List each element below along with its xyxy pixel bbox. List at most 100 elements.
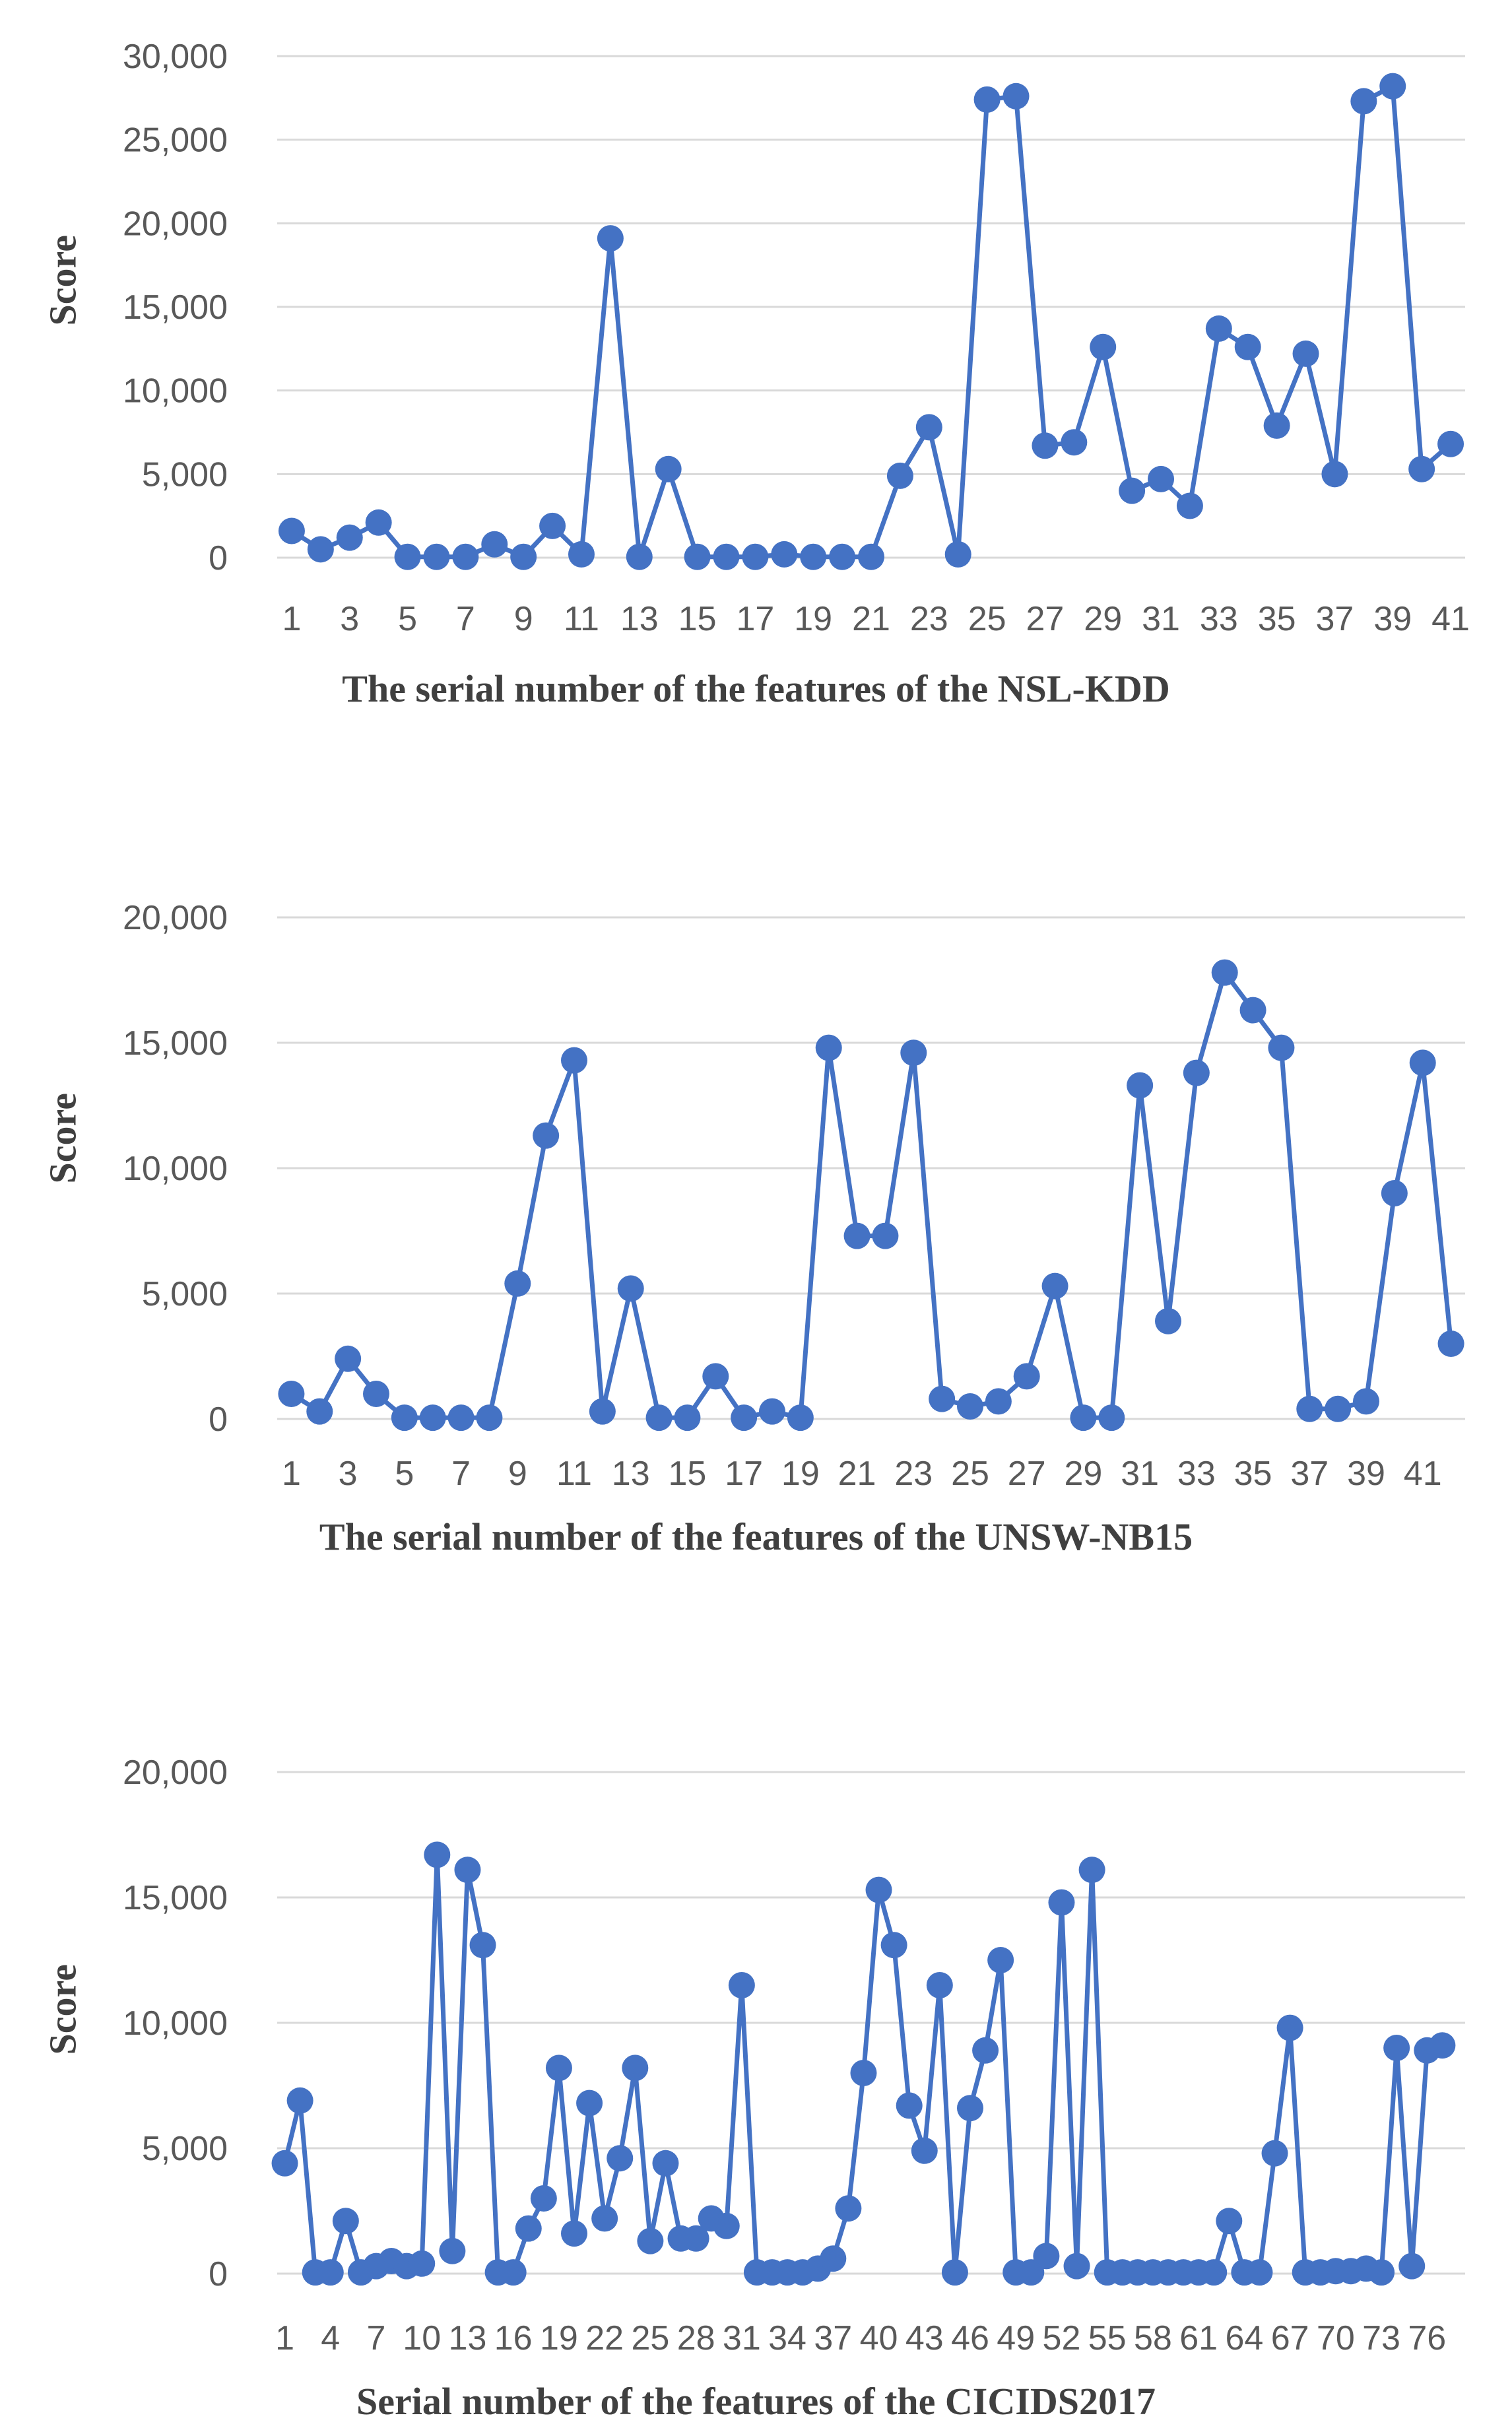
data-point bbox=[1003, 82, 1030, 110]
x-tick-label: 9 bbox=[508, 1455, 527, 1493]
data-point bbox=[533, 1122, 560, 1149]
x-tick-label: 19 bbox=[540, 2319, 578, 2357]
x-tick-label: 22 bbox=[585, 2319, 624, 2357]
data-point bbox=[1119, 477, 1146, 504]
data-point bbox=[617, 1275, 644, 1302]
y-tick-label: 15,000 bbox=[123, 1879, 228, 1917]
data-point bbox=[929, 1385, 956, 1412]
x-tick-label: 9 bbox=[514, 600, 533, 638]
data-point bbox=[1216, 2208, 1243, 2235]
data-point bbox=[476, 1404, 503, 1431]
data-point bbox=[1353, 1388, 1379, 1415]
data-point bbox=[731, 1404, 758, 1431]
data-point bbox=[972, 2037, 999, 2064]
data-point bbox=[454, 1857, 481, 1884]
data-point bbox=[597, 225, 624, 252]
data-point bbox=[307, 536, 334, 563]
data-point bbox=[1155, 1307, 1181, 1334]
data-point bbox=[815, 1034, 842, 1061]
data-point bbox=[1148, 465, 1175, 492]
y-tick-label: 0 bbox=[209, 1400, 228, 1439]
data-point bbox=[589, 1398, 616, 1425]
x-tick-label: 5 bbox=[398, 600, 417, 638]
data-point bbox=[713, 2212, 740, 2239]
y-axis-title: Score bbox=[41, 1964, 84, 2055]
data-point bbox=[915, 414, 942, 441]
x-tick-label: 13 bbox=[612, 1455, 650, 1493]
data-point bbox=[684, 543, 711, 570]
y-tick-label: 25,000 bbox=[123, 121, 228, 160]
data-point bbox=[652, 2150, 679, 2177]
data-point bbox=[626, 543, 653, 570]
data-point bbox=[278, 1381, 305, 1407]
data-point bbox=[1383, 2035, 1410, 2061]
data-point bbox=[568, 541, 595, 568]
data-point bbox=[419, 1404, 446, 1431]
data-point bbox=[759, 1398, 785, 1425]
x-tick-label: 49 bbox=[997, 2319, 1035, 2357]
data-point bbox=[1261, 2140, 1288, 2167]
data-point bbox=[645, 1404, 673, 1431]
x-tick-label: 16 bbox=[494, 2319, 533, 2357]
data-point bbox=[545, 2055, 572, 2082]
chart-panel-nsl-kdd: 0 5,000 10,000 15,000 20,000 25,000 30,000 1 3 5 7… bbox=[0, 0, 1512, 759]
y-tick-label: 20,000 bbox=[123, 899, 228, 937]
data-point bbox=[1183, 1059, 1210, 1086]
data-point bbox=[1408, 455, 1435, 482]
data-point bbox=[1437, 430, 1464, 457]
x-tick-label: 15 bbox=[678, 600, 717, 638]
data-point bbox=[829, 543, 856, 570]
x-tick-label: 37 bbox=[1316, 600, 1354, 638]
x-tick-label: 3 bbox=[339, 1455, 358, 1493]
data-point bbox=[1429, 2032, 1456, 2059]
data-point bbox=[1070, 1404, 1097, 1431]
data-point bbox=[1176, 492, 1203, 519]
y-tick-label: 0 bbox=[209, 539, 228, 577]
data-point bbox=[987, 1947, 1014, 1973]
data-point bbox=[439, 2237, 466, 2264]
x-tick-label: 35 bbox=[1258, 600, 1296, 638]
data-point bbox=[1211, 959, 1238, 986]
data-point bbox=[1127, 1072, 1154, 1099]
data-point bbox=[702, 1363, 729, 1390]
chart-panel-unsw-nb15: 0 5,000 10,000 15,000 20,000 1 3 5 7 9 11 13 15 17 19 2… bbox=[0, 825, 1512, 1584]
y-tick-label: 15,000 bbox=[123, 288, 228, 327]
data-point bbox=[1246, 2259, 1273, 2286]
data-point bbox=[317, 2259, 344, 2286]
data-point bbox=[941, 2259, 968, 2286]
data-point bbox=[872, 1222, 899, 1249]
x-tick-label: 41 bbox=[1404, 1455, 1442, 1493]
x-tick-label: 58 bbox=[1134, 2319, 1172, 2357]
x-tick-label: 15 bbox=[669, 1455, 707, 1493]
data-point bbox=[1078, 1857, 1105, 1884]
data-point bbox=[500, 2259, 527, 2286]
x-tick-label: 40 bbox=[860, 2319, 898, 2357]
data-point bbox=[336, 524, 363, 551]
data-point bbox=[1263, 412, 1290, 439]
y-tick-label: 0 bbox=[209, 2255, 228, 2293]
data-point bbox=[394, 543, 421, 570]
data-point bbox=[423, 543, 450, 570]
data-point bbox=[391, 1404, 418, 1431]
series-line bbox=[290, 84, 1453, 560]
data-point bbox=[576, 2089, 603, 2117]
x-tick-label: 52 bbox=[1043, 2319, 1081, 2357]
x-tick-label: 33 bbox=[1177, 1455, 1216, 1493]
data-point bbox=[1321, 461, 1348, 488]
x-tick-label: 43 bbox=[905, 2319, 944, 2357]
x-tick-label: 67 bbox=[1271, 2319, 1309, 2357]
x-tick-label: 3 bbox=[340, 600, 359, 638]
x-tick-label: 29 bbox=[1065, 1455, 1103, 1493]
x-tick-label: 33 bbox=[1200, 600, 1238, 638]
data-point bbox=[1409, 1049, 1436, 1076]
x-tick-label: 70 bbox=[1317, 2319, 1355, 2357]
data-point bbox=[787, 1404, 814, 1431]
x-tick-label: 76 bbox=[1408, 2319, 1446, 2357]
data-point bbox=[1381, 1180, 1408, 1206]
data-point bbox=[335, 1345, 362, 1372]
data-point bbox=[409, 2250, 436, 2277]
x-tick-label: 35 bbox=[1234, 1455, 1272, 1493]
data-point bbox=[306, 1398, 333, 1425]
x-tick-label: 25 bbox=[968, 600, 1006, 638]
